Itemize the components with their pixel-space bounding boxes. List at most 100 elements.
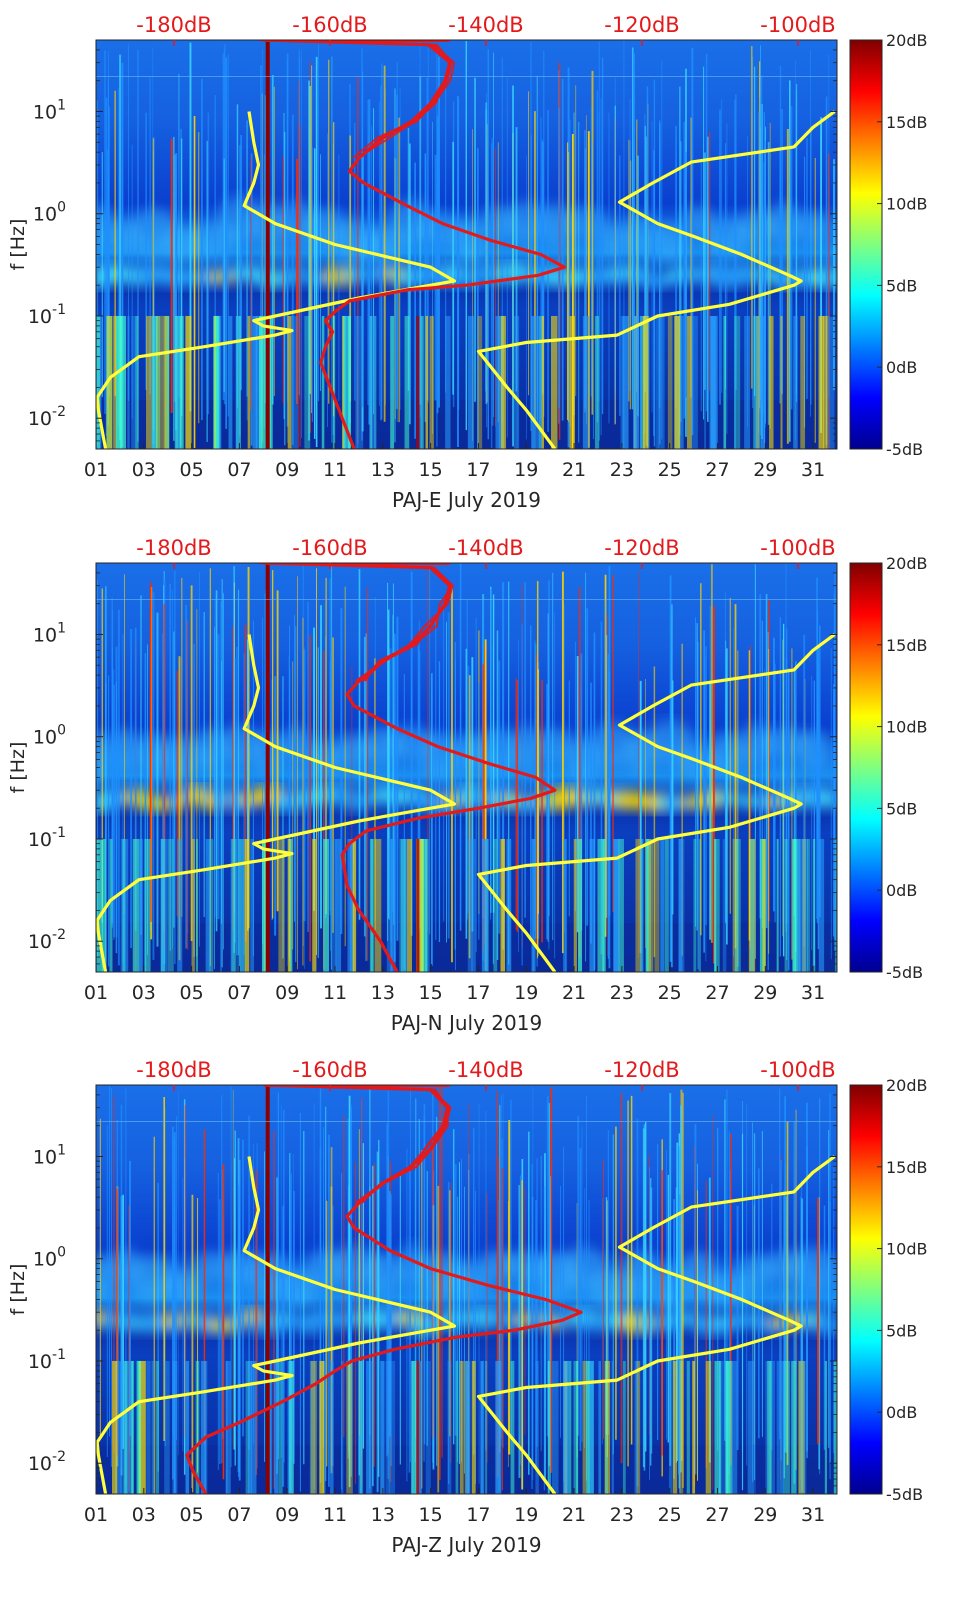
chart-panel-1: 01 03 05 07 09 11 13 15 17 19 21 23 25 27 29 31 10-2 10-1…: [7, 13, 928, 512]
x-tick-label: 17: [466, 982, 490, 1004]
x-tick-label: 31: [801, 459, 825, 481]
top-axis-label: -140dB: [448, 13, 523, 37]
x-tick-label: 31: [801, 1504, 825, 1526]
y-tick-label: 100: [33, 723, 66, 749]
red-band-day08: [265, 40, 270, 449]
y-tick-label: 10-1: [28, 1347, 66, 1373]
y-axis-label: f [Hz]: [7, 219, 29, 271]
x-tick-label: 23: [610, 459, 634, 481]
colorbar-tick-label: 15dB: [886, 113, 928, 132]
series-line-3-noise: [258, 563, 455, 682]
x-tick-label: 05: [180, 982, 204, 1004]
low-frequency-columns: [112, 1360, 837, 1494]
x-tick-label: 03: [132, 982, 156, 1004]
red-band-day14: [416, 838, 420, 972]
x-axis-label: PAJ-Z July 2019: [391, 1533, 541, 1557]
top-axis-label: -100dB: [760, 1058, 835, 1082]
series-line-3: [263, 40, 567, 449]
x-tick-label: 19: [514, 459, 538, 481]
colorbar: [849, 39, 883, 450]
colorbar-tick-label: 0dB: [886, 1403, 917, 1422]
x-tick-label: 01: [84, 459, 108, 481]
x-tick-label: 19: [514, 1504, 538, 1526]
x-tick-label: 19: [514, 982, 538, 1004]
x-tick-label: 21: [562, 459, 586, 481]
series-line-3-noise: [258, 40, 456, 159]
x-tick-label: 27: [705, 459, 729, 481]
red-band-day08: [265, 1085, 270, 1494]
colorbar-tick-label: 15dB: [886, 636, 928, 655]
x-tick-label: 29: [753, 459, 777, 481]
x-tick-label: 17: [466, 1504, 490, 1526]
x-tick-label: 25: [658, 982, 682, 1004]
colorbar: [849, 562, 883, 973]
x-axis-label: PAJ-E July 2019: [392, 488, 541, 512]
top-axis-label: -180dB: [136, 13, 211, 37]
colorbar-tick-label: 0dB: [886, 881, 917, 900]
x-tick-label: 01: [84, 1504, 108, 1526]
y-tick-label: 101: [33, 1142, 66, 1168]
top-axis-label: -100dB: [760, 536, 835, 560]
top-axis-label: -180dB: [136, 1058, 211, 1082]
top-axis-label: -160dB: [292, 1058, 367, 1082]
top-axis-label: -120dB: [604, 536, 679, 560]
x-tick-label: 13: [371, 982, 395, 1004]
x-tick-label: 11: [323, 1504, 347, 1526]
colorbar-tick-label: 15dB: [886, 1158, 928, 1177]
top-axis-label: -160dB: [292, 536, 367, 560]
top-axis-label: -120dB: [604, 1058, 679, 1082]
spectrogram-image: [96, 563, 837, 972]
chart-panel-3: 01 03 05 07 09 11 13 15 17 19 21 23 25 27 29 31 10-2 10-1…: [7, 1058, 928, 1557]
y-tick-label: 10-2: [28, 927, 66, 953]
x-tick-label: 25: [658, 1504, 682, 1526]
top-axis-label: -180dB: [136, 536, 211, 560]
red-band-day14: [416, 315, 420, 449]
chart-panel-2: 01 03 05 07 09 11 13 15 17 19 21 23 25 27 29 31 10-2 10-1…: [7, 536, 928, 1035]
x-tick-label: 07: [227, 982, 251, 1004]
y-tick-label: 101: [33, 620, 66, 646]
x-tick-label: 09: [275, 982, 299, 1004]
transient-streaks: [99, 1085, 835, 1494]
series-line-2: [476, 633, 836, 972]
x-tick-label: 09: [275, 459, 299, 481]
x-tick-label: 03: [132, 459, 156, 481]
colorbar-tick-label: 5dB: [886, 799, 917, 818]
x-tick-label: 23: [610, 1504, 634, 1526]
x-tick-label: 05: [180, 1504, 204, 1526]
x-tick-label: 27: [705, 1504, 729, 1526]
colorbar-tick-label: -5dB: [886, 963, 923, 982]
colorbar-tick-label: 10dB: [886, 195, 928, 214]
series-line-2: [476, 1155, 836, 1494]
series-line-2: [476, 110, 836, 449]
y-tick-label: 101: [33, 97, 66, 123]
spectrogram-image: [96, 40, 837, 449]
x-tick-label: 17: [466, 459, 490, 481]
colorbar-tick-label: -5dB: [886, 1485, 923, 1504]
top-axis-label: -140dB: [448, 536, 523, 560]
x-tick-label: 07: [227, 459, 251, 481]
y-tick-label: 10-2: [28, 404, 66, 430]
y-tick-label: 100: [33, 1245, 66, 1271]
x-tick-label: 25: [658, 459, 682, 481]
colorbar-tick-label: 20dB: [886, 31, 928, 50]
x-tick-label: 07: [227, 1504, 251, 1526]
colorbar-tick-label: 20dB: [886, 554, 928, 573]
x-tick-label: 27: [705, 982, 729, 1004]
y-axis-label: f [Hz]: [7, 742, 29, 794]
x-tick-label: 11: [323, 459, 347, 481]
colorbar-tick-label: 10dB: [886, 1240, 928, 1259]
red-band-day08: [265, 563, 270, 972]
colorbar-tick-label: 20dB: [886, 1076, 928, 1095]
y-axis-label: f [Hz]: [7, 1264, 29, 1316]
spectrogram-image: [96, 1085, 837, 1494]
y-tick-label: 10-2: [28, 1449, 66, 1475]
x-tick-label: 21: [562, 1504, 586, 1526]
series-line-1: [96, 111, 457, 449]
x-tick-label: 01: [84, 982, 108, 1004]
series-line-3-noise: [264, 1085, 450, 1204]
x-tick-label: 21: [562, 982, 586, 1004]
top-axis-label: -160dB: [292, 13, 367, 37]
top-axis-label: -100dB: [760, 13, 835, 37]
x-tick-label: 15: [419, 982, 443, 1004]
